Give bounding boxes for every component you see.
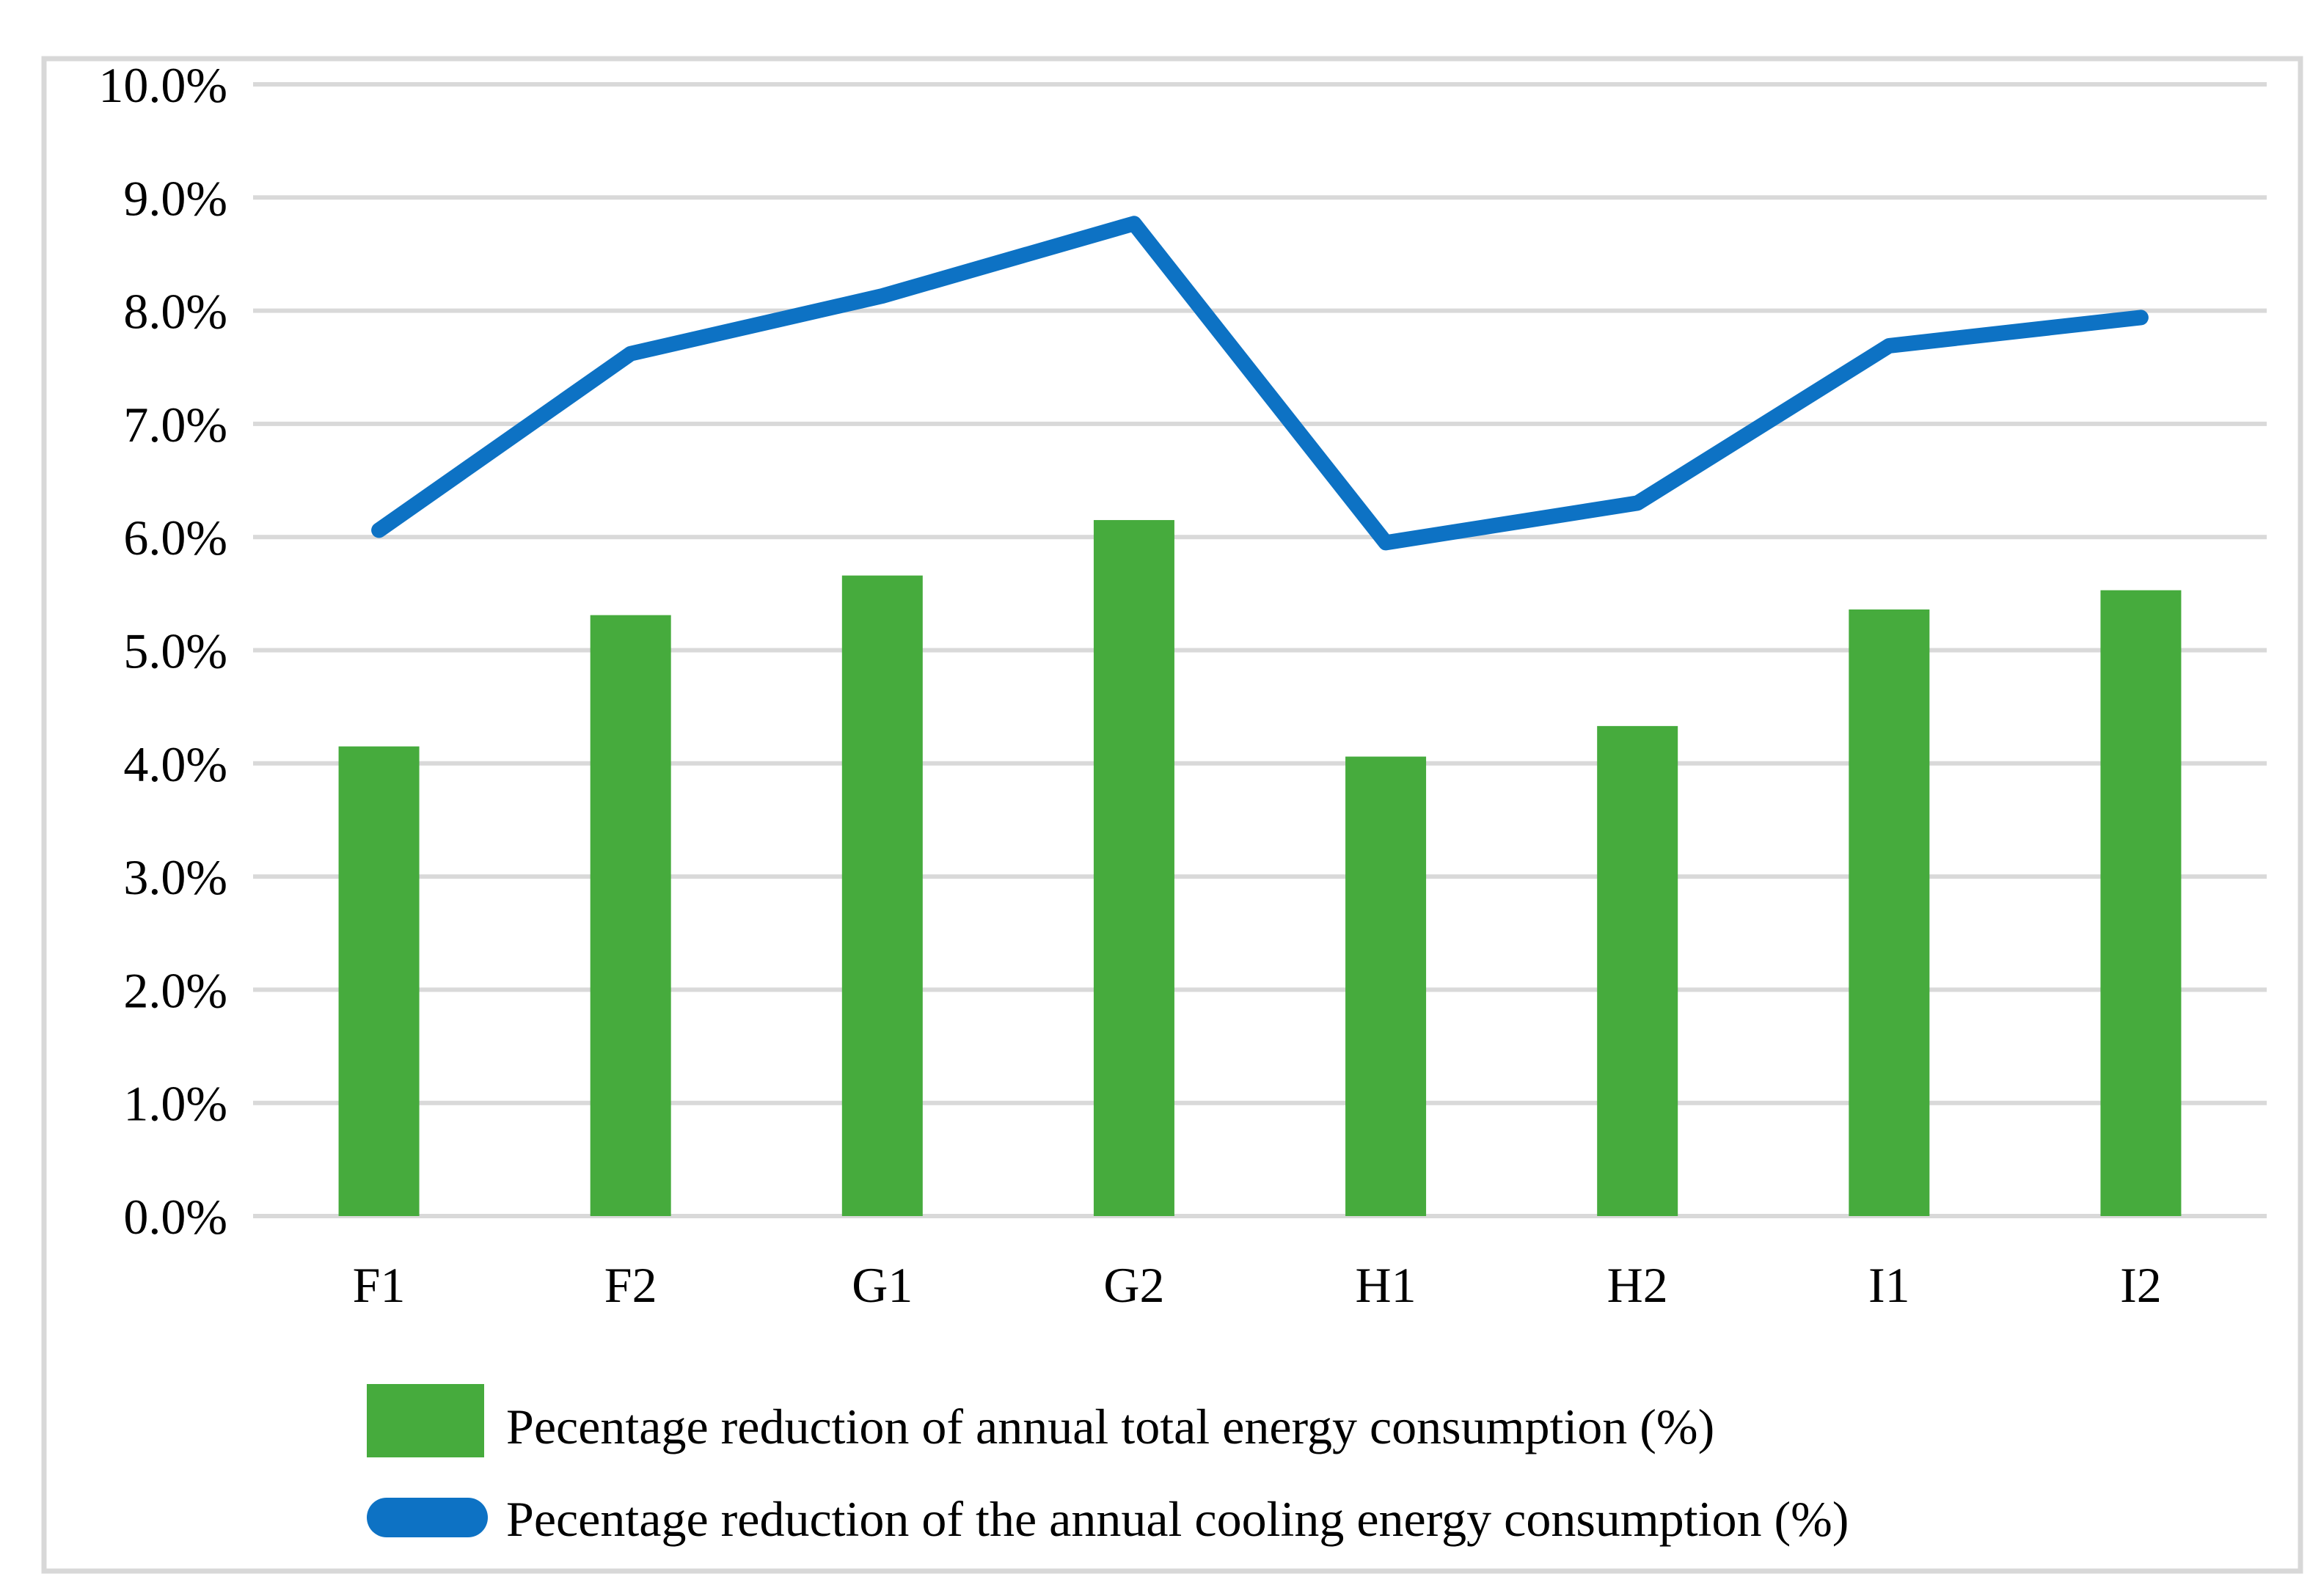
bar	[590, 615, 671, 1216]
bar	[1849, 609, 1930, 1216]
y-tick-label: 8.0%	[123, 284, 227, 340]
x-tick-label: I2	[2120, 1257, 2162, 1313]
y-tick-label: 1.0%	[123, 1076, 227, 1132]
bar	[1345, 756, 1427, 1216]
y-tick-label: 9.0%	[123, 170, 227, 226]
x-tick-label: G2	[1103, 1257, 1164, 1313]
x-tick-label: G1	[852, 1257, 913, 1313]
legend: Pecentage reduction of annual total ener…	[367, 1384, 1849, 1547]
x-tick-label: H1	[1356, 1257, 1417, 1313]
bar	[1597, 725, 1678, 1216]
y-tick-label: 4.0%	[123, 736, 227, 792]
y-tick-label: 3.0%	[123, 849, 227, 905]
y-tick-label: 2.0%	[123, 962, 227, 1018]
y-axis-tick-labels: 0.0% 1.0% 2.0% 3.0% 4.0% 5.0% 6.0% 7.0% 8.0% 9.0%…	[98, 57, 227, 1245]
gridlines-group	[253, 82, 2267, 1218]
y-tick-label: 6.0%	[123, 510, 227, 565]
legend-bar-series-label: Pecentage reduction of annual total ener…	[506, 1399, 1714, 1454]
bar	[338, 746, 420, 1216]
x-tick-label: F1	[353, 1257, 406, 1313]
chart-border	[41, 56, 2303, 1574]
legend-bar-swatch-icon	[367, 1384, 484, 1457]
bar	[1093, 520, 1174, 1216]
y-tick-label: 5.0%	[123, 623, 227, 679]
x-tick-label: I1	[1868, 1257, 1910, 1313]
bar	[2100, 590, 2182, 1216]
y-tick-label: 0.0%	[123, 1189, 227, 1245]
bar-series-group	[338, 520, 2182, 1216]
bar	[841, 575, 923, 1216]
x-tick-label: H2	[1607, 1257, 1668, 1313]
legend-line-swatch-icon	[367, 1498, 488, 1537]
line-series-path	[371, 216, 2149, 551]
y-tick-label: 7.0%	[123, 397, 227, 453]
x-tick-label: F2	[604, 1257, 657, 1313]
y-tick-label: 10.0%	[98, 57, 227, 113]
x-axis-category-labels: F1 F2 G1 G2 H1 H2 I1 I2	[353, 1257, 2162, 1313]
legend-line-series-label: Pecentage reduction of the annual coolin…	[506, 1491, 1849, 1547]
